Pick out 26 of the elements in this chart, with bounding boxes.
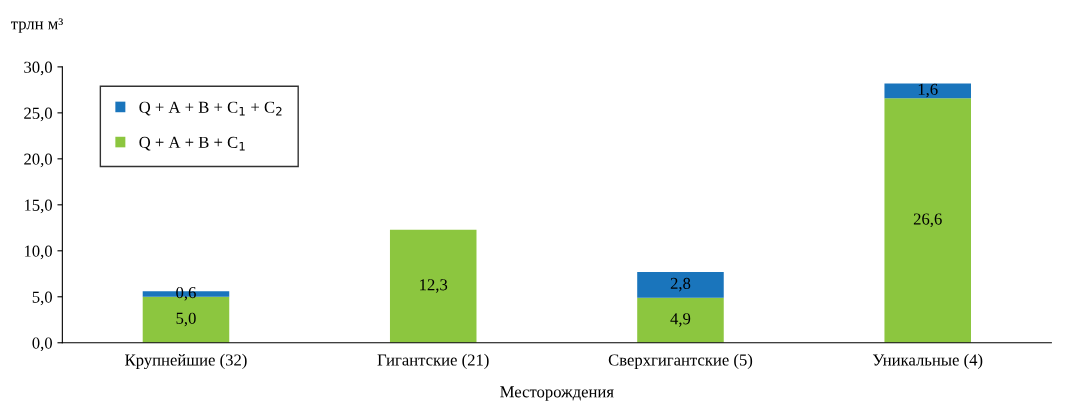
y-tick-label: 15,0 [24, 199, 52, 214]
legend-label: Q + A + B + C$_{1}$ [139, 136, 245, 151]
y-tick-label: 5,0 [32, 291, 52, 306]
bar [884, 83, 971, 99]
data-label: 12,3 [420, 279, 448, 293]
x-tick-label: Крупнейшие (32) [125, 353, 247, 370]
data-label: 1,6 [918, 83, 938, 98]
y-tick-label: 30,0 [24, 61, 52, 76]
y-tick-label: 20,0 [24, 153, 52, 168]
y-tick-label: 10,0 [24, 245, 52, 260]
x-tick-label: Гигантские (21) [377, 353, 489, 369]
x-tick-label: Сверхгигантские (5) [608, 353, 753, 369]
data-label: 2,8 [670, 277, 691, 292]
bar [884, 98, 971, 343]
bar [389, 229, 477, 343]
bar [637, 271, 724, 298]
x-tick-label: Уникальные (4) [872, 353, 983, 369]
data-label: 26,6 [913, 213, 942, 228]
data-label: 5,0 [176, 312, 196, 327]
y-tick-label: 0,0 [32, 337, 52, 352]
data-label: 4,9 [670, 313, 691, 327]
x-axis-title: Месторождения [500, 386, 614, 401]
y-tick-label: 25,0 [24, 107, 52, 122]
y-axis-title: трлн м³ [10, 18, 63, 33]
legend-label: Q + A + B + C$_{1}$ + C$_{2}$ [139, 101, 282, 116]
bar [637, 297, 724, 343]
